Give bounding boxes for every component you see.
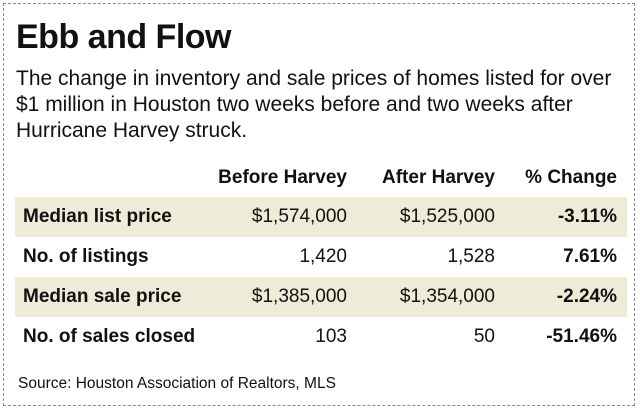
- header-after-harvey: After Harvey: [382, 167, 495, 188]
- row-label: Median sale price: [15, 277, 211, 317]
- source-note: Source: Houston Association of Realtors,…: [18, 375, 336, 392]
- table-header-row: Before Harvey After Harvey % Change: [15, 159, 627, 197]
- change-value: -2.24%: [505, 277, 627, 317]
- row-label: No. of sales closed: [23, 326, 196, 347]
- table-row: Median sale price $1,385,000 $1,354,000 …: [15, 277, 627, 317]
- change-value: -51.46%: [546, 326, 617, 347]
- after-value: 50: [473, 326, 495, 347]
- table-row: No. of listings 1,420 1,528 7.61%: [15, 237, 627, 277]
- before-value: $1,385,000: [211, 277, 357, 317]
- header-label: [15, 159, 211, 197]
- after-value: 1,528: [447, 246, 495, 267]
- after-value: $1,525,000: [357, 197, 505, 237]
- chart-title: Ebb and Flow: [16, 18, 231, 56]
- change-value: -3.11%: [505, 197, 627, 237]
- row-label: No. of listings: [23, 246, 149, 267]
- header-percent-change: % Change: [525, 167, 617, 188]
- chart-subtitle: The change in inventory and sale prices …: [16, 67, 612, 142]
- header-before-harvey: Before Harvey: [218, 167, 347, 188]
- table-row: No. of sales closed 103 50 -51.46%: [15, 317, 627, 357]
- table-row: Median list price $1,574,000 $1,525,000 …: [15, 197, 627, 237]
- before-value: $1,574,000: [211, 197, 357, 237]
- before-value: 103: [315, 326, 347, 347]
- change-value: 7.61%: [563, 246, 617, 267]
- data-table: Before Harvey After Harvey % Change Medi…: [15, 159, 627, 357]
- before-value: 1,420: [299, 246, 347, 267]
- after-value: $1,354,000: [357, 277, 505, 317]
- chart-frame: [3, 3, 635, 406]
- row-label: Median list price: [15, 197, 211, 237]
